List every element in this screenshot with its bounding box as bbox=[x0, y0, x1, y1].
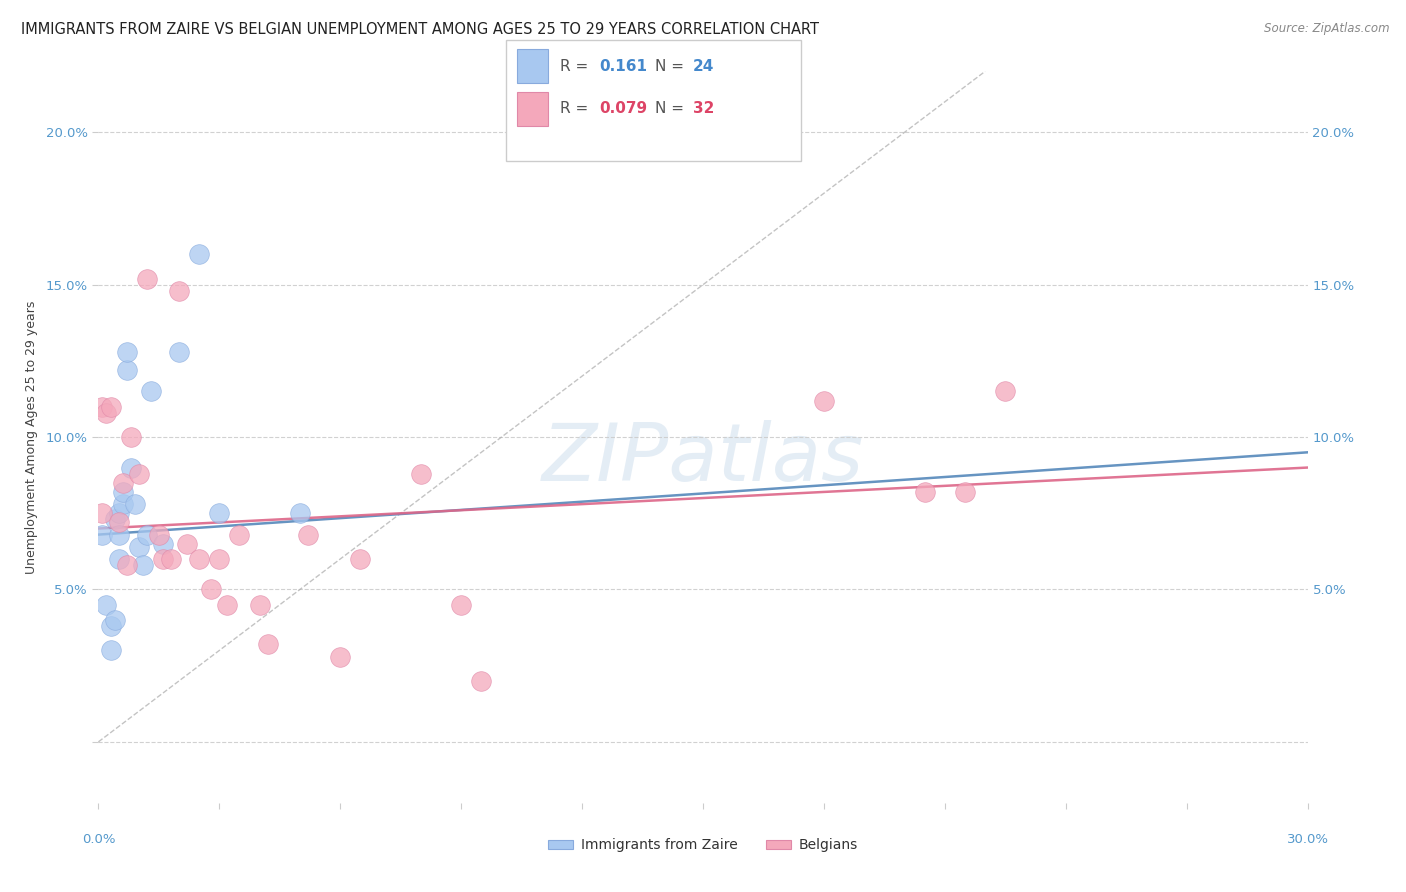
Point bbox=[107, 506, 129, 520]
Point bbox=[139, 384, 162, 399]
Point bbox=[91, 506, 114, 520]
Point bbox=[160, 552, 183, 566]
Point bbox=[115, 558, 138, 573]
Text: 0.079: 0.079 bbox=[599, 102, 647, 116]
Point bbox=[128, 467, 150, 481]
Point bbox=[91, 400, 114, 414]
Text: 0.0%: 0.0% bbox=[82, 833, 115, 847]
Point bbox=[409, 467, 432, 481]
Point bbox=[217, 598, 239, 612]
Point bbox=[96, 406, 118, 420]
Point bbox=[167, 284, 190, 298]
Text: 32: 32 bbox=[693, 102, 714, 116]
Point bbox=[96, 598, 118, 612]
Point bbox=[148, 527, 170, 541]
Point bbox=[135, 271, 157, 285]
Point bbox=[100, 643, 122, 657]
Point bbox=[111, 485, 134, 500]
Point bbox=[256, 637, 278, 651]
Text: 24: 24 bbox=[693, 59, 714, 73]
Point bbox=[107, 552, 129, 566]
Point bbox=[103, 512, 125, 526]
Point bbox=[249, 598, 271, 612]
Point bbox=[124, 497, 146, 511]
Point bbox=[91, 527, 114, 541]
Point bbox=[152, 552, 174, 566]
Point bbox=[188, 552, 211, 566]
Y-axis label: Unemployment Among Ages 25 to 29 years: Unemployment Among Ages 25 to 29 years bbox=[24, 301, 38, 574]
Point bbox=[107, 527, 129, 541]
Point bbox=[111, 475, 134, 490]
Point bbox=[132, 558, 155, 573]
Point bbox=[297, 527, 319, 541]
Point bbox=[953, 485, 976, 500]
Point bbox=[167, 344, 190, 359]
Point bbox=[228, 527, 250, 541]
Text: N =: N = bbox=[655, 102, 689, 116]
Point bbox=[329, 649, 352, 664]
Legend: Immigrants from Zaire, Belgians: Immigrants from Zaire, Belgians bbox=[543, 833, 863, 858]
Point bbox=[470, 673, 492, 688]
Point bbox=[176, 537, 198, 551]
Point bbox=[450, 598, 472, 612]
Text: 30.0%: 30.0% bbox=[1286, 833, 1329, 847]
Text: Source: ZipAtlas.com: Source: ZipAtlas.com bbox=[1264, 22, 1389, 36]
Point bbox=[120, 430, 142, 444]
Text: N =: N = bbox=[655, 59, 689, 73]
Point bbox=[111, 497, 134, 511]
Point bbox=[813, 393, 835, 408]
Point bbox=[288, 506, 311, 520]
Point bbox=[107, 516, 129, 530]
Point bbox=[100, 619, 122, 633]
Point bbox=[349, 552, 371, 566]
Point bbox=[115, 344, 138, 359]
Point bbox=[135, 527, 157, 541]
Text: R =: R = bbox=[560, 59, 593, 73]
Point bbox=[100, 400, 122, 414]
Point bbox=[200, 582, 222, 597]
Point bbox=[152, 537, 174, 551]
Text: 0.161: 0.161 bbox=[599, 59, 647, 73]
Point bbox=[914, 485, 936, 500]
Text: R =: R = bbox=[560, 102, 593, 116]
Text: ZIPatlas: ZIPatlas bbox=[541, 420, 865, 498]
Point bbox=[994, 384, 1017, 399]
Point bbox=[120, 460, 142, 475]
Point bbox=[188, 247, 211, 261]
Point bbox=[128, 540, 150, 554]
Point bbox=[103, 613, 125, 627]
Point bbox=[208, 552, 231, 566]
Point bbox=[115, 363, 138, 377]
Text: IMMIGRANTS FROM ZAIRE VS BELGIAN UNEMPLOYMENT AMONG AGES 25 TO 29 YEARS CORRELAT: IMMIGRANTS FROM ZAIRE VS BELGIAN UNEMPLO… bbox=[21, 22, 820, 37]
Point bbox=[208, 506, 231, 520]
